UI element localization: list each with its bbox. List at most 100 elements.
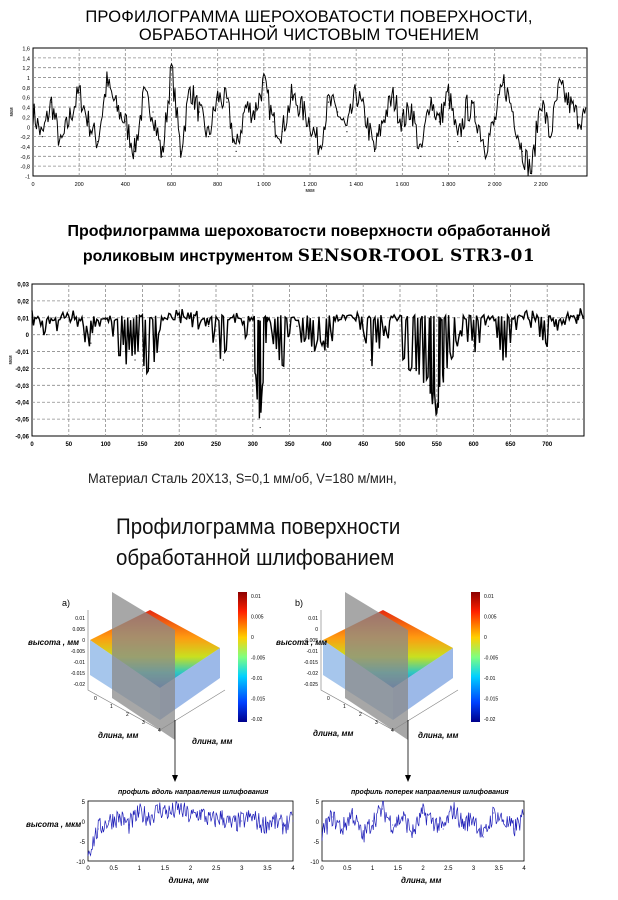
data-point [119, 350, 121, 353]
profile-data-point [412, 832, 414, 834]
z-tick-label: -0.02 [74, 682, 86, 688]
profile-data-point [523, 816, 525, 818]
profile-data-point [452, 808, 454, 810]
data-point [466, 106, 468, 108]
x-tick-label: 1 400 [349, 182, 363, 188]
y-axis-label: мкм [9, 107, 15, 117]
profile-data-point [292, 820, 294, 822]
data-point [208, 325, 210, 327]
profile-data-point [392, 824, 394, 826]
colorbar-tick: 0.005 [251, 615, 264, 621]
data-point [487, 325, 489, 327]
data-point [170, 67, 173, 69]
data-point [473, 350, 475, 353]
series-line [31, 308, 584, 419]
data-point [457, 140, 459, 143]
data-point [272, 121, 274, 123]
y-tick-label: -0,04 [15, 401, 29, 407]
data-point [369, 359, 372, 361]
x-tick-label: 50 [65, 442, 72, 448]
surface-x-tick: 0 [327, 696, 330, 702]
z-tick-label: -0.02 [307, 671, 319, 677]
y-tick-label: 0,8 [22, 86, 30, 92]
x-tick-label: 100 [101, 442, 112, 448]
data-point [244, 106, 246, 108]
profile-x-tick: 0.5 [343, 866, 352, 872]
data-point [436, 410, 438, 412]
profile-y-tick: -10 [310, 860, 319, 866]
data-point [163, 317, 166, 319]
profile-data-point [128, 824, 130, 826]
colorbar-tick: -0.015 [484, 697, 498, 703]
x-tick-label: 200 [75, 182, 84, 188]
data-point [355, 317, 357, 319]
y-tick-label: 1,6 [22, 47, 30, 53]
x-tick-label: 1 000 [257, 182, 271, 188]
profile-data-point [442, 828, 444, 830]
y-tick-label: 0,01 [17, 316, 29, 322]
data-point [546, 342, 548, 344]
y-tick-label: 0 [27, 125, 30, 131]
data-point [90, 342, 92, 344]
colorbar-tick: -0.02 [484, 717, 496, 723]
colorbar-tick: -0.005 [251, 656, 265, 662]
surface-x-tick: 3 [375, 720, 378, 726]
x-tick-label: 700 [542, 442, 553, 448]
data-point [383, 116, 385, 118]
profile-y-tick: -5 [314, 840, 320, 846]
surface-x-tick: 1 [110, 704, 113, 710]
data-point [226, 101, 228, 103]
arrow-head [172, 775, 178, 782]
profile-data-point [473, 816, 474, 818]
height-label-a: высота , мм [28, 638, 79, 647]
x-tick-label: 450 [358, 442, 369, 448]
plot-frame [31, 283, 585, 437]
x-tick-label: 600 [167, 182, 176, 188]
profile-data-point [513, 828, 515, 830]
data-point [124, 121, 126, 123]
profile-data-point [179, 808, 181, 810]
z-tick-label: 0 [82, 638, 85, 644]
profile-data-point [241, 820, 243, 822]
colorbar-tick: 0.005 [484, 615, 497, 621]
profile-x-tick: 1.5 [394, 866, 403, 872]
profile-data-point [432, 820, 434, 822]
y-tick-label: -0,6 [21, 155, 30, 161]
y-tick-label: -0,8 [21, 165, 30, 171]
section-plane [345, 592, 408, 740]
data-point [97, 140, 99, 143]
data-point [531, 317, 534, 319]
y-tick-label: -0,02 [15, 367, 29, 373]
colorbar-tick: 0 [251, 635, 254, 641]
z-tick-label: 0 [315, 627, 318, 633]
x-tick-label: 0 [31, 182, 34, 188]
grinding-title: Профилограмма поверхности обработанной ш… [116, 511, 400, 573]
data-point [443, 367, 445, 370]
colorbar-tick: 0 [484, 635, 487, 641]
length-label-b2: длина, мм [418, 731, 458, 740]
x-tick-label: 400 [321, 442, 332, 448]
profile-frame [321, 800, 525, 862]
profile-line [321, 800, 524, 843]
profile-data-point [159, 808, 161, 810]
profile-data-point [422, 812, 424, 814]
profile-x-tick: 4 [522, 866, 526, 872]
data-point [438, 121, 440, 123]
profile-data-point [261, 824, 263, 826]
section-plane [112, 592, 175, 740]
profile-data-point [97, 828, 99, 830]
data-point [149, 367, 151, 370]
profile-x-tick: 2.5 [212, 866, 221, 872]
profile-data-point [282, 824, 284, 826]
y-tick-label: 0,6 [22, 96, 30, 102]
data-point [540, 96, 542, 98]
data-point [484, 145, 487, 148]
data-point [198, 111, 200, 113]
data-point [105, 317, 107, 319]
profile-data-point [493, 812, 495, 814]
turning-title-line1: ПРОФИЛОГРАММА ШЕРОХОВАТОСТИ ПОВЕРХНОСТИ, [85, 8, 533, 26]
data-point [106, 81, 108, 84]
surface-x-tick: 4 [158, 728, 161, 734]
x-tick-label: 300 [248, 442, 259, 448]
roller-tool-name: SENSOR-TOOL STR3-01 [297, 246, 536, 266]
